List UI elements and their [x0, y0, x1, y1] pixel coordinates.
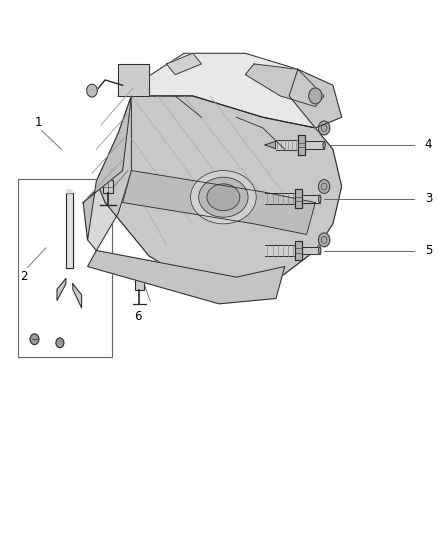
Polygon shape: [66, 190, 73, 193]
Polygon shape: [302, 195, 320, 203]
Polygon shape: [289, 69, 342, 128]
Polygon shape: [304, 141, 324, 149]
Text: 6: 6: [134, 310, 142, 323]
Ellipse shape: [318, 195, 321, 203]
Polygon shape: [297, 135, 304, 155]
Text: 4: 4: [425, 139, 432, 151]
Ellipse shape: [207, 184, 240, 211]
Bar: [135, 280, 144, 290]
Polygon shape: [118, 64, 149, 96]
Polygon shape: [83, 96, 131, 240]
Polygon shape: [83, 96, 131, 251]
Circle shape: [318, 180, 330, 193]
Polygon shape: [265, 245, 295, 256]
Text: 1: 1: [35, 116, 42, 129]
Ellipse shape: [191, 171, 256, 224]
Text: 5: 5: [109, 150, 117, 163]
Text: 2: 2: [20, 270, 28, 282]
Polygon shape: [295, 189, 302, 208]
Bar: [103, 180, 113, 193]
Polygon shape: [265, 141, 276, 149]
Circle shape: [30, 334, 39, 344]
Ellipse shape: [199, 177, 248, 217]
Polygon shape: [96, 96, 342, 288]
Polygon shape: [57, 279, 66, 301]
Polygon shape: [295, 241, 302, 260]
Polygon shape: [73, 284, 81, 308]
Polygon shape: [276, 140, 297, 150]
Polygon shape: [265, 193, 295, 204]
Bar: [18, 179, 112, 357]
Polygon shape: [166, 53, 201, 75]
Circle shape: [56, 338, 64, 348]
Text: 5: 5: [425, 244, 432, 257]
Polygon shape: [66, 193, 73, 268]
Circle shape: [318, 121, 330, 135]
Polygon shape: [118, 53, 324, 128]
Circle shape: [318, 233, 330, 247]
Polygon shape: [123, 171, 315, 235]
Text: 3: 3: [425, 192, 432, 205]
Ellipse shape: [323, 141, 325, 149]
Circle shape: [309, 88, 322, 104]
Polygon shape: [245, 64, 324, 107]
Ellipse shape: [318, 247, 321, 254]
Circle shape: [87, 84, 97, 97]
Polygon shape: [88, 251, 285, 304]
Polygon shape: [302, 247, 320, 254]
